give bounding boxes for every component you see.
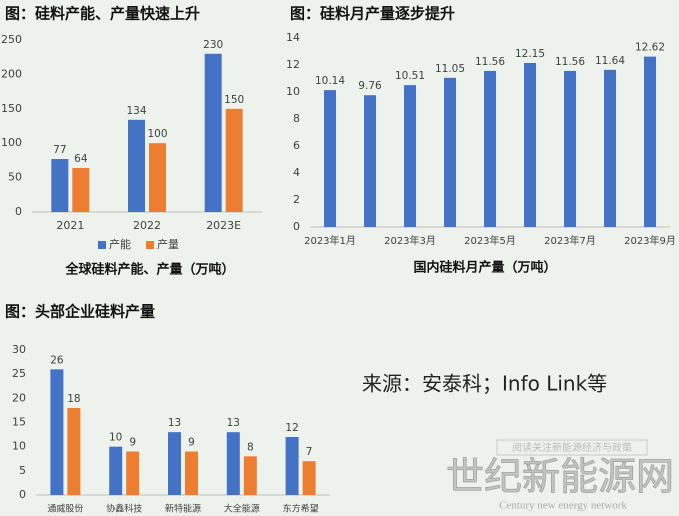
bar — [226, 432, 240, 495]
bar — [149, 143, 166, 212]
chart-title: 图：硅料产能、产量快速上升 — [5, 5, 200, 23]
x-tick-label: 2023年9月 — [624, 234, 676, 247]
bar — [404, 85, 416, 228]
data-label: 10 — [109, 432, 122, 444]
chart-title: 图：硅料月产量逐步提升 — [290, 5, 455, 23]
x-tick-label: 大全能源 — [224, 503, 260, 515]
bar — [604, 69, 616, 227]
chart-caption: 全球硅料产能、产量（万吨） — [64, 262, 234, 278]
x-tick-label: 协鑫科技 — [106, 503, 142, 515]
bar — [243, 456, 257, 495]
watermark-box — [496, 439, 648, 456]
y-tick-label: 0 — [293, 220, 300, 233]
data-label: 10.51 — [395, 70, 425, 82]
data-label: 100 — [147, 128, 167, 140]
bar — [524, 62, 536, 227]
x-tick-label: 新特能源 — [165, 503, 201, 515]
bar — [564, 70, 576, 227]
legend-label: 产能 — [109, 237, 131, 251]
data-label: 134 — [126, 105, 146, 117]
bar — [225, 108, 243, 212]
data-label: 11.56 — [475, 56, 505, 68]
bar — [324, 90, 336, 227]
bar — [109, 446, 123, 495]
bar — [50, 369, 64, 495]
x-tick-label: 东方希望 — [283, 503, 319, 515]
y-tick-label: 150 — [1, 102, 22, 115]
y-tick-label: 12 — [286, 58, 300, 71]
x-tick-label: 2022 — [133, 219, 161, 232]
data-label: 9 — [129, 437, 136, 449]
x-tick-label: 2021 — [56, 219, 84, 232]
y-tick-label: 0 — [15, 205, 22, 218]
legend-swatch — [98, 241, 106, 249]
data-label: 12.62 — [635, 42, 665, 54]
y-tick-label: 10 — [286, 85, 300, 98]
legend-swatch — [146, 241, 154, 249]
data-label: 77 — [53, 144, 66, 156]
bar — [168, 432, 181, 495]
y-tick-label: 20 — [12, 391, 26, 404]
bar — [72, 167, 90, 212]
y-tick-label: 100 — [1, 136, 22, 149]
data-label: 230 — [203, 39, 223, 51]
bar — [204, 53, 222, 213]
data-label: 11.05 — [435, 63, 465, 75]
bar — [185, 451, 198, 495]
x-tick-label: 2023年5月 — [464, 234, 516, 247]
x-tick-label: 2023年1月 — [304, 234, 356, 247]
chart-caption: 国内硅料月产量（万吨） — [413, 260, 556, 276]
data-label: 12 — [285, 422, 298, 434]
bar — [444, 77, 456, 227]
watermark-slogan: 阅读关注新能源经济与政策 — [512, 441, 632, 454]
data-label: 9 — [188, 437, 195, 449]
y-tick-label: 0 — [19, 488, 26, 501]
watermark-english: Century new energy network — [499, 500, 627, 512]
bar — [67, 408, 81, 495]
data-label: 26 — [50, 354, 64, 366]
data-label: 18 — [67, 393, 80, 405]
x-tick-label: 2023年3月 — [384, 234, 436, 247]
x-tick-label: 2023年7月 — [544, 234, 596, 247]
y-tick-label: 4 — [293, 166, 300, 179]
y-tick-label: 30 — [12, 343, 26, 356]
bar — [285, 437, 299, 495]
y-tick-label: 8 — [293, 112, 300, 125]
y-tick-label: 50 — [8, 171, 22, 184]
data-label: 150 — [224, 94, 244, 106]
data-label: 13 — [168, 417, 181, 429]
y-tick-label: 6 — [293, 139, 300, 152]
bar — [302, 461, 316, 495]
source-note: 来源：安泰科；Info Link等 — [362, 372, 607, 396]
bar — [644, 56, 656, 227]
bar — [364, 95, 376, 228]
watermark-name: 世纪新能源网 — [446, 455, 674, 499]
y-tick-label: 250 — [1, 33, 22, 46]
data-label: 7 — [306, 446, 313, 458]
data-label: 10.14 — [315, 75, 345, 87]
data-label: 9.76 — [358, 80, 382, 92]
chart-title: 图：头部企业硅料产量 — [5, 303, 155, 321]
y-tick-label: 5 — [19, 464, 26, 477]
legend-label: 产量 — [157, 237, 179, 251]
x-tick-label: 2023E — [206, 219, 241, 232]
data-label: 8 — [247, 441, 254, 453]
data-label: 13 — [227, 417, 240, 429]
y-tick-label: 10 — [12, 440, 26, 453]
data-label: 12.15 — [515, 48, 545, 60]
bar — [484, 70, 496, 227]
bar — [126, 451, 140, 495]
y-tick-label: 200 — [1, 67, 22, 80]
data-label: 11.64 — [595, 55, 625, 67]
data-label: 64 — [74, 153, 88, 165]
y-tick-label: 2 — [293, 193, 300, 206]
y-tick-label: 15 — [12, 416, 26, 429]
x-tick-label: 通威股份 — [47, 503, 83, 515]
y-tick-label: 25 — [12, 367, 26, 380]
bar — [128, 119, 145, 212]
bar — [51, 159, 69, 212]
y-tick-label: 14 — [286, 31, 300, 44]
data-label: 11.56 — [555, 56, 585, 68]
